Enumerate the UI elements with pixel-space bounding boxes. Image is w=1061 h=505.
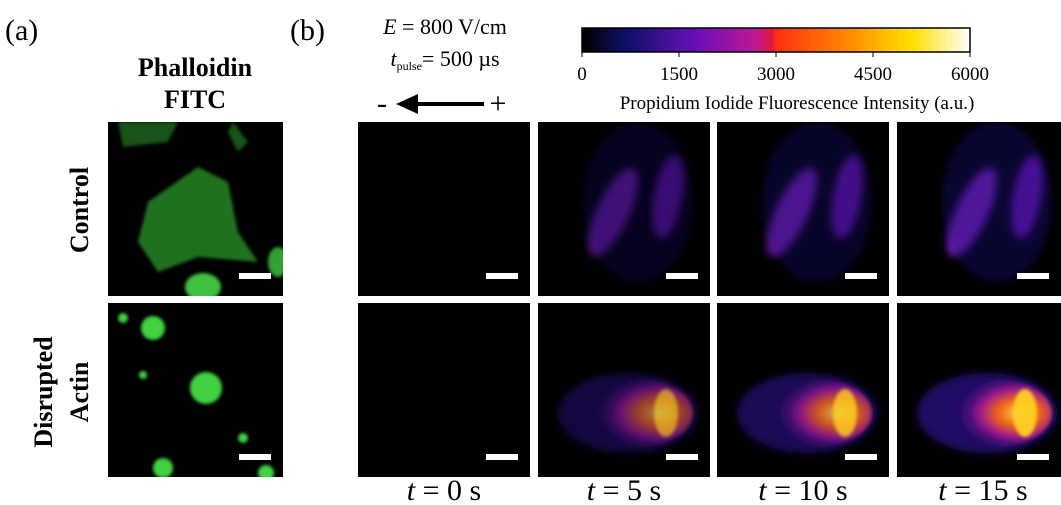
time-value: = 5 s [603, 474, 662, 505]
scale-bar [486, 273, 518, 279]
time-symbol: t [938, 474, 947, 505]
panel-label: (b) [290, 14, 325, 47]
scale-bar [239, 454, 271, 460]
micrograph [538, 303, 710, 477]
colorbar-tick-label: 6000 [951, 64, 989, 85]
cell [258, 465, 274, 477]
cell [153, 458, 173, 477]
row-label: Disrupted [29, 336, 58, 448]
pi-edge [942, 122, 1052, 282]
time-value: = 0 s [423, 474, 482, 505]
cell [185, 273, 221, 296]
image-background [358, 122, 530, 296]
cell [238, 433, 248, 443]
colorbar-tick-label: 0 [577, 64, 587, 85]
micrograph [538, 122, 710, 296]
time-label: t = 0 s [407, 474, 481, 505]
pi-hotspot [833, 389, 857, 437]
micrograph [717, 303, 889, 477]
arrow-head [396, 94, 418, 114]
stain-name: Phalloidin [138, 53, 253, 82]
time-symbol: t [407, 474, 416, 505]
cell [190, 372, 222, 404]
scale-bar [1017, 273, 1049, 279]
field-strength: E = 800 V/cm [382, 14, 507, 39]
scale-bar [1017, 454, 1049, 460]
images [108, 122, 1061, 477]
pi-hotspot [654, 389, 678, 437]
time-value: = 10 s [774, 474, 848, 505]
micrograph [108, 122, 283, 296]
cell [139, 371, 147, 379]
pi-hotspot [1013, 389, 1037, 437]
image-background [358, 303, 530, 477]
colorbar-tick-label: 1500 [660, 64, 698, 85]
micrograph [897, 303, 1061, 477]
micrograph [897, 122, 1061, 296]
row-label: Control [65, 167, 94, 253]
time-symbol: t [587, 474, 596, 505]
cell [138, 167, 258, 272]
pulse-length: tpulse= 500 µs [390, 46, 499, 73]
pi-edge [762, 122, 872, 282]
colorbar [581, 27, 971, 53]
cell [118, 122, 178, 147]
time-label: t = 10 s [758, 474, 847, 505]
colorbar-tick-label: 3000 [757, 64, 795, 85]
micrograph [108, 303, 283, 477]
colorbar-tick-label: 4500 [854, 64, 892, 85]
scale-bar [845, 273, 877, 279]
cell [268, 247, 283, 277]
micrograph [717, 122, 889, 296]
stain-name: FITC [164, 85, 226, 114]
time-label: t = 15 s [938, 474, 1027, 505]
row-label: Actin [65, 361, 94, 422]
scale-bar [486, 454, 518, 460]
scale-bar [666, 273, 698, 279]
panel-label: (a) [5, 14, 38, 47]
pi-edge [583, 122, 693, 282]
micrograph [358, 303, 530, 477]
time-value: = 15 s [954, 474, 1028, 505]
cell [228, 122, 248, 152]
cell [118, 313, 128, 323]
micrograph [358, 122, 530, 296]
scale-bar [845, 454, 877, 460]
scale-bar [239, 273, 271, 279]
polarity: - [377, 87, 387, 120]
cell [141, 316, 165, 340]
colorbar-label: Propidium Iodide Fluorescence Intensity … [620, 93, 975, 114]
time-symbol: t [758, 474, 767, 505]
time-label: t = 5 s [587, 474, 661, 505]
scale-bar [666, 454, 698, 460]
polarity: + [490, 87, 507, 120]
